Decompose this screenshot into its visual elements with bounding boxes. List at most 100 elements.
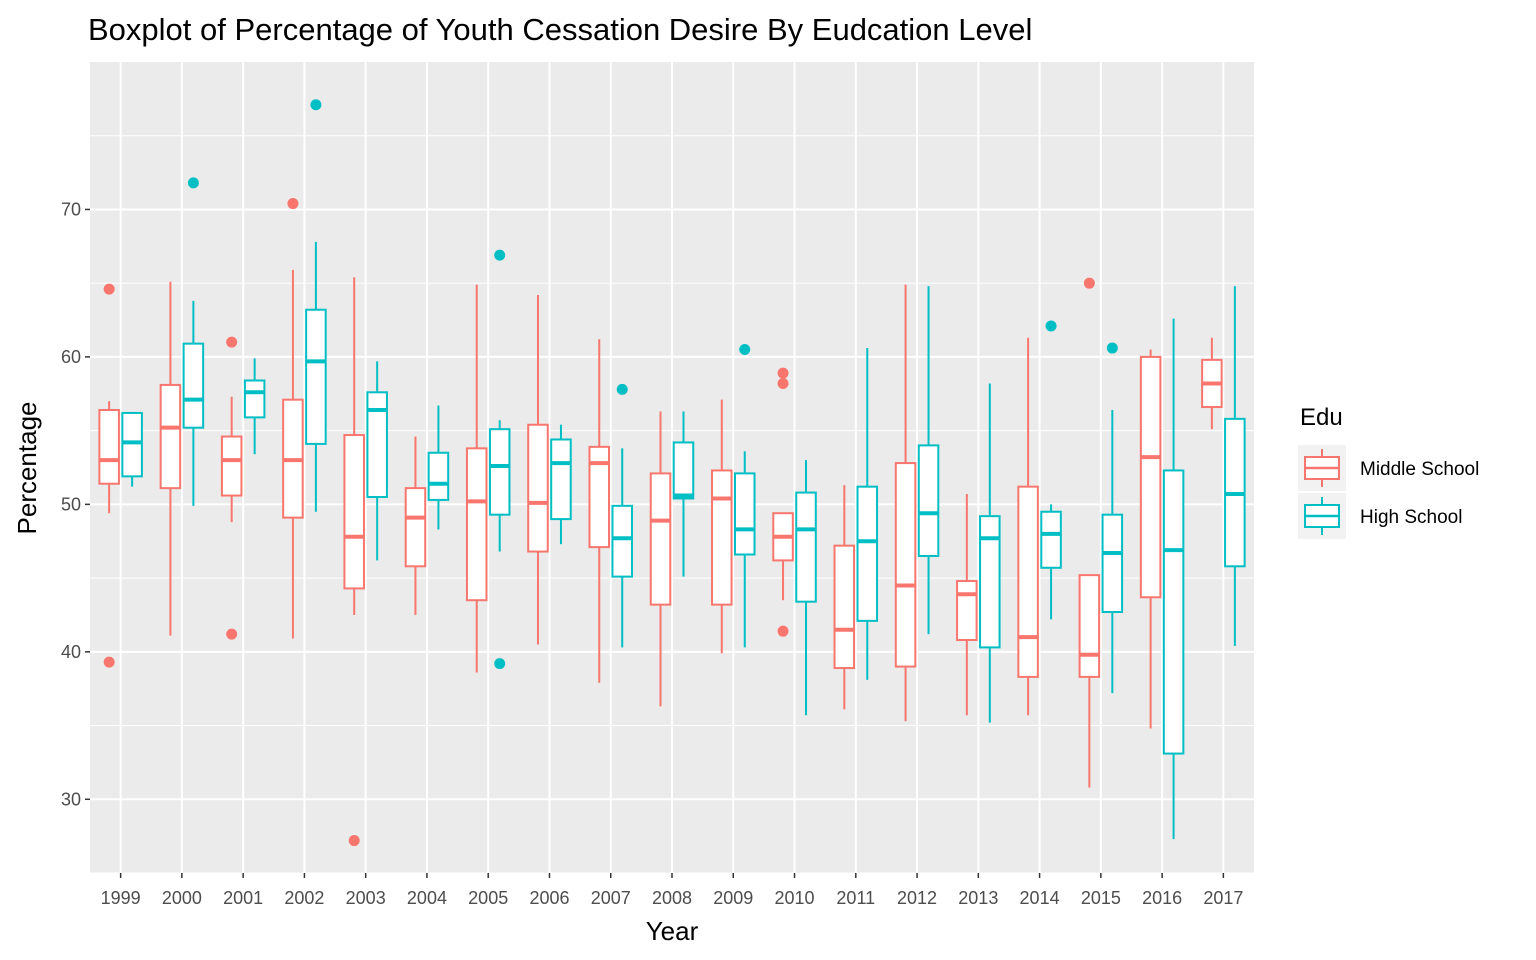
y-tick-label: 50 [61, 494, 81, 514]
box-group [282, 198, 304, 639]
outlier-point [1045, 320, 1057, 332]
box-group [343, 277, 365, 847]
outlier-point [739, 344, 751, 356]
box [98, 408, 120, 485]
box-group [588, 339, 611, 683]
chart-title: Boxplot of Percentage of Youth Cessation… [88, 12, 1032, 47]
box-group [1162, 318, 1185, 840]
box-group [1201, 337, 1223, 430]
legend-label: High School [1360, 507, 1462, 528]
box [588, 445, 611, 549]
x-tick-label: 2012 [897, 888, 937, 908]
box [1040, 510, 1062, 569]
box-group [465, 284, 488, 673]
x-tick-label: 2007 [591, 888, 631, 908]
box [1101, 513, 1124, 614]
box-group [979, 383, 1001, 723]
box [488, 428, 511, 516]
box-group [672, 411, 695, 577]
outlier-point [226, 336, 238, 348]
box-group [611, 383, 633, 648]
x-tick-label: 2001 [223, 888, 263, 908]
box-group [856, 348, 879, 680]
legend: Edu Middle School High School [1298, 404, 1479, 539]
outlier-point [777, 377, 789, 389]
box [672, 441, 695, 500]
box-group [1040, 320, 1062, 620]
box [527, 423, 549, 553]
box [121, 411, 143, 478]
box [1078, 574, 1101, 678]
box [611, 504, 633, 578]
box-group [1017, 337, 1039, 716]
box-group [159, 281, 182, 636]
y-tick-label: 70 [61, 199, 81, 219]
box [894, 462, 917, 668]
box [795, 491, 817, 603]
box-group [1078, 277, 1101, 788]
x-tick-label: 1999 [101, 888, 141, 908]
y-tick-label: 60 [61, 347, 81, 367]
x-tick-label: 2003 [346, 888, 386, 908]
box-group [1101, 342, 1124, 694]
box [1139, 355, 1162, 599]
x-tick-label: 2004 [407, 888, 447, 908]
outlier-point [187, 177, 199, 189]
x-axis: 1999 2000 2001 2002 2003 2004 2005 2006 2007 2008… [101, 873, 1243, 908]
x-tick-label: 2013 [958, 888, 998, 908]
box-group [366, 361, 388, 561]
box [343, 434, 365, 590]
y-axis: 30 40 50 60 70 [61, 199, 90, 809]
box [182, 342, 205, 429]
outlier-point [287, 198, 299, 210]
outlier-point [348, 835, 360, 847]
box-group [833, 485, 856, 710]
outlier-point [310, 99, 322, 111]
y-tick-label: 30 [61, 789, 81, 809]
x-tick-label: 2011 [836, 888, 875, 908]
box-group [1224, 286, 1246, 646]
outlier-point [226, 628, 238, 640]
x-tick-label: 2015 [1081, 888, 1121, 908]
x-tick-label: 2006 [529, 888, 569, 908]
box [243, 379, 266, 419]
x-tick-label: 2017 [1203, 888, 1243, 908]
outlier-point [777, 367, 789, 379]
box-group [956, 494, 978, 716]
box-group [98, 283, 120, 668]
box [404, 487, 427, 568]
box [366, 391, 388, 498]
x-tick-label: 2016 [1142, 888, 1182, 908]
legend-title: Edu [1300, 404, 1343, 431]
box [1162, 469, 1185, 755]
outlier-point [494, 249, 506, 261]
x-tick-label: 2009 [713, 888, 753, 908]
box-group [649, 411, 672, 707]
box [956, 580, 978, 642]
box [465, 447, 488, 602]
box-group [220, 336, 243, 640]
x-axis-title: Year [646, 916, 699, 946]
x-tick-label: 2010 [775, 888, 815, 908]
box [917, 444, 940, 557]
box [979, 515, 1001, 649]
outlier-point [1083, 277, 1095, 289]
x-tick-label: 2000 [162, 888, 202, 908]
box-group [711, 399, 733, 654]
box-group [917, 286, 940, 635]
box-group [527, 294, 549, 645]
box-group [733, 344, 756, 648]
x-tick-label: 2002 [284, 888, 324, 908]
outlier-point [616, 383, 628, 395]
box-group [488, 249, 511, 670]
outlier-point [494, 658, 506, 670]
box [711, 469, 733, 606]
x-tick-label: 2005 [468, 888, 508, 908]
box-group [427, 405, 450, 530]
x-tick-label: 2014 [1020, 888, 1060, 908]
outlier-point [777, 625, 789, 637]
outlier-point [1106, 342, 1118, 354]
box-group [305, 99, 327, 512]
